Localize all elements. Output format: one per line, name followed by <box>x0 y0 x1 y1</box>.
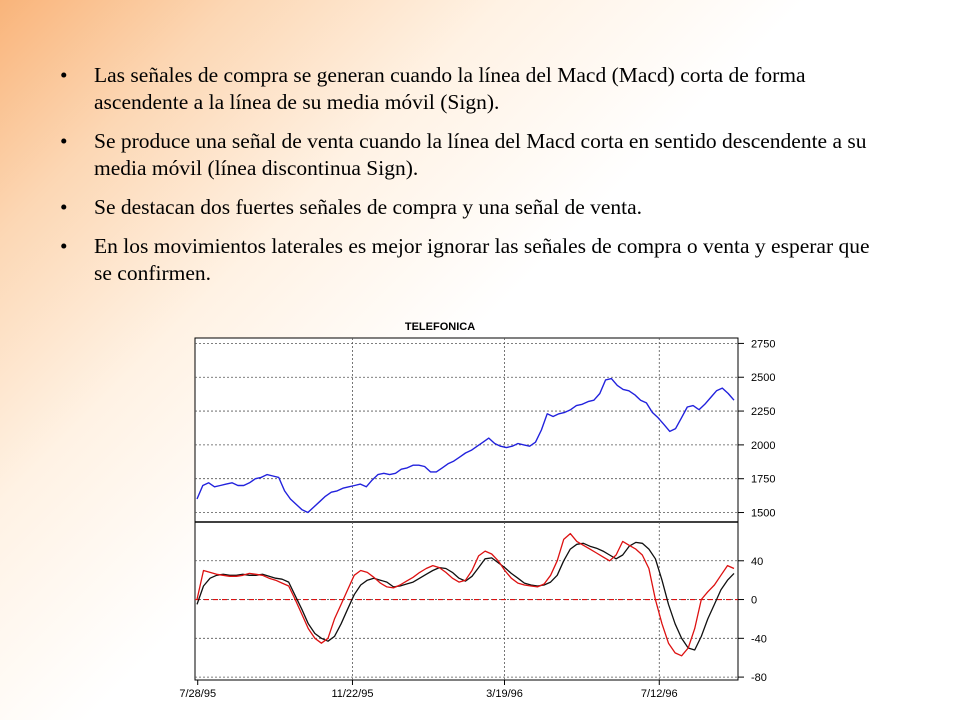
macd-line <box>196 541 735 651</box>
bullet-dot: • <box>60 63 68 87</box>
bullet-item-3: • Se destacan dos fuertes señales de comp… <box>60 194 890 221</box>
bullet-dot: • <box>60 129 68 153</box>
bullet-item-4: • En los movimientos laterales es mejor i… <box>60 233 890 287</box>
price-y-tick-label: 2750 <box>751 338 775 350</box>
macd-y-tick-label: 40 <box>751 556 763 568</box>
price-y-tick-label: 2500 <box>751 372 775 384</box>
x-tick-label: 11/22/95 <box>331 688 373 700</box>
chart-title: TELEFONICA <box>405 321 475 333</box>
x-tick-label: 3/19/96 <box>486 688 523 700</box>
bullet-text: Las señales de compra se generan cuando … <box>94 63 806 114</box>
macd-y-tick-label: 0 <box>751 595 757 607</box>
bullet-text: Se destacan dos fuertes señales de compr… <box>94 195 643 219</box>
bullet-dot: • <box>60 195 68 219</box>
bullet-dot: • <box>60 234 68 258</box>
sign-line <box>196 532 735 657</box>
x-tick-label: 7/12/96 <box>641 688 678 700</box>
telefonica-chart: TELEFONICA 7/28/95 11/22/95 3/19/96 7/12/96… <box>160 315 775 715</box>
price-line <box>196 377 735 514</box>
price-y-tick-label: 1500 <box>751 508 775 520</box>
chart-svg: TELEFONICA 7/28/95 11/22/95 3/19/96 7/12/96… <box>179 321 775 700</box>
x-tick-label: 7/28/95 <box>179 688 216 700</box>
macd-y-tick-label: -40 <box>751 633 767 645</box>
bullet-text: En los movimientos laterales es mejor ig… <box>94 234 870 285</box>
bullet-list: • Las señales de compra se generan cuando… <box>60 62 890 299</box>
macd-y-tick-label: -80 <box>751 672 767 684</box>
price-y-tick-label: 1750 <box>751 474 775 486</box>
bullet-item-2: • Se produce una señal de venta cuando la… <box>60 128 890 182</box>
price-y-tick-label: 2000 <box>751 440 775 452</box>
plot-frame <box>194 337 739 681</box>
price-y-tick-label: 2250 <box>751 406 775 418</box>
bullet-text: Se produce una señal de venta cuando la … <box>94 129 867 180</box>
bullet-item-1: • Las señales de compra se generan cuando… <box>60 62 890 116</box>
